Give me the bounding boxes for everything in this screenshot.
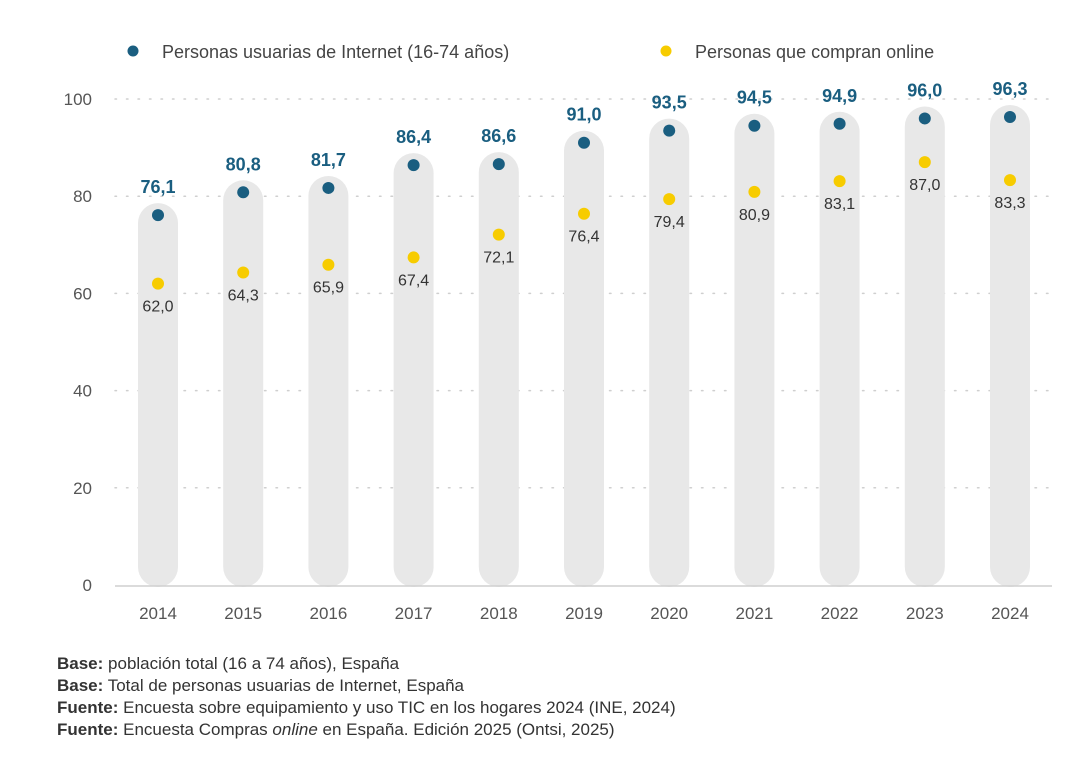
x-tick-label: 2023 xyxy=(906,604,944,623)
bar-background xyxy=(819,111,860,587)
legend-internet-users-marker xyxy=(127,45,139,57)
internet-users-label: 93,5 xyxy=(652,93,687,113)
bar-background xyxy=(564,130,604,588)
online-buyers-label: 62,0 xyxy=(142,299,173,316)
internet-users-point xyxy=(1004,110,1016,123)
x-tick-label: 2018 xyxy=(480,604,518,623)
online-buyers-point xyxy=(407,251,420,264)
internet-users-point xyxy=(152,209,164,222)
x-tick-label: 2024 xyxy=(991,604,1029,623)
bar-background xyxy=(904,106,945,587)
legend-online-buyers-label: Personas que compran online xyxy=(695,42,934,62)
internet-users-point xyxy=(407,159,420,172)
online-buyers-point xyxy=(322,258,335,271)
online-buyers-label: 64,3 xyxy=(228,288,259,305)
bar-background xyxy=(393,153,434,587)
online-buyers-label: 79,4 xyxy=(654,214,685,231)
bar-background xyxy=(223,180,264,587)
bar-background xyxy=(990,104,1030,588)
bar-background xyxy=(649,118,690,587)
internet-users-point xyxy=(237,186,250,199)
online-buyers-label: 65,9 xyxy=(313,280,344,297)
x-tick-label: 2015 xyxy=(224,604,262,623)
internet-users-point xyxy=(833,117,846,130)
y-tick-label: 20 xyxy=(73,479,92,498)
note-3: Fuente: Encuesta Compras online en Españ… xyxy=(57,720,615,739)
online-buyers-point xyxy=(492,228,505,241)
online-buyers-point xyxy=(663,193,676,206)
online-buyers-label: 83,3 xyxy=(994,195,1025,212)
online-buyers-label: 72,1 xyxy=(483,250,514,267)
x-tick-label: 2016 xyxy=(309,604,347,623)
online-buyers-label: 67,4 xyxy=(398,272,429,289)
x-tick-label: 2022 xyxy=(821,604,859,623)
internet-users-label: 86,6 xyxy=(481,126,516,146)
internet-users-label: 94,5 xyxy=(737,88,772,108)
bar-background xyxy=(478,152,519,587)
online-buyers-label: 76,4 xyxy=(568,229,599,246)
online-buyers-label: 83,1 xyxy=(824,196,855,213)
internet-users-point xyxy=(918,112,931,125)
internet-users-point xyxy=(322,181,335,194)
y-tick-label: 60 xyxy=(73,284,92,303)
internet-users-point xyxy=(492,158,505,171)
bar-background xyxy=(734,113,775,587)
internet-users-label: 96,3 xyxy=(992,79,1027,99)
x-tick-label: 2019 xyxy=(565,604,603,623)
x-tick-label: 2017 xyxy=(395,604,433,623)
internet-users-point xyxy=(578,136,590,149)
y-tick-label: 40 xyxy=(73,382,92,401)
legend-internet-users-label: Personas usuarias de Internet (16-74 año… xyxy=(162,42,509,62)
internet-users-label: 86,4 xyxy=(396,127,431,147)
internet-users-label: 81,7 xyxy=(311,150,346,170)
internet-users-label: 91,0 xyxy=(566,105,601,125)
note-0: Base: población total (16 a 74 años), Es… xyxy=(57,654,400,673)
footnotes: Base: población total (16 a 74 años), Es… xyxy=(57,653,676,741)
note-1: Base: Total de personas usuarias de Inte… xyxy=(57,676,465,695)
bar-background xyxy=(138,203,178,588)
x-tick-label: 2020 xyxy=(650,604,688,623)
bar-background xyxy=(308,175,349,588)
online-buyers-point xyxy=(152,277,164,290)
y-tick-label: 0 xyxy=(83,576,92,595)
note-2: Fuente: Encuesta sobre equipamiento y us… xyxy=(57,698,676,717)
x-tick-label: 2021 xyxy=(735,604,773,623)
internet-users-label: 76,1 xyxy=(140,177,175,197)
online-buyers-point xyxy=(578,207,590,220)
chart: 0 20 40 60 80 100 2014 76,1 62,0 2015 80,8 64,3 2016… xyxy=(64,42,1052,623)
online-buyers-label: 87,0 xyxy=(909,177,940,194)
online-buyers-point xyxy=(237,266,250,279)
internet-users-label: 94,9 xyxy=(822,86,857,106)
x-tick-label: 2014 xyxy=(139,604,177,623)
internet-users-point xyxy=(748,119,761,132)
internet-users-label: 96,0 xyxy=(907,80,942,100)
y-tick-label: 100 xyxy=(64,90,92,109)
online-buyers-point xyxy=(748,185,761,198)
internet-users-point xyxy=(663,124,676,137)
online-buyers-label: 80,9 xyxy=(739,207,770,224)
y-tick-label: 80 xyxy=(73,187,92,206)
legend-online-buyers-marker xyxy=(660,45,672,57)
online-buyers-point xyxy=(1004,174,1016,187)
internet-users-label: 80,8 xyxy=(226,154,261,174)
online-buyers-point xyxy=(918,156,931,169)
online-buyers-point xyxy=(833,175,846,188)
